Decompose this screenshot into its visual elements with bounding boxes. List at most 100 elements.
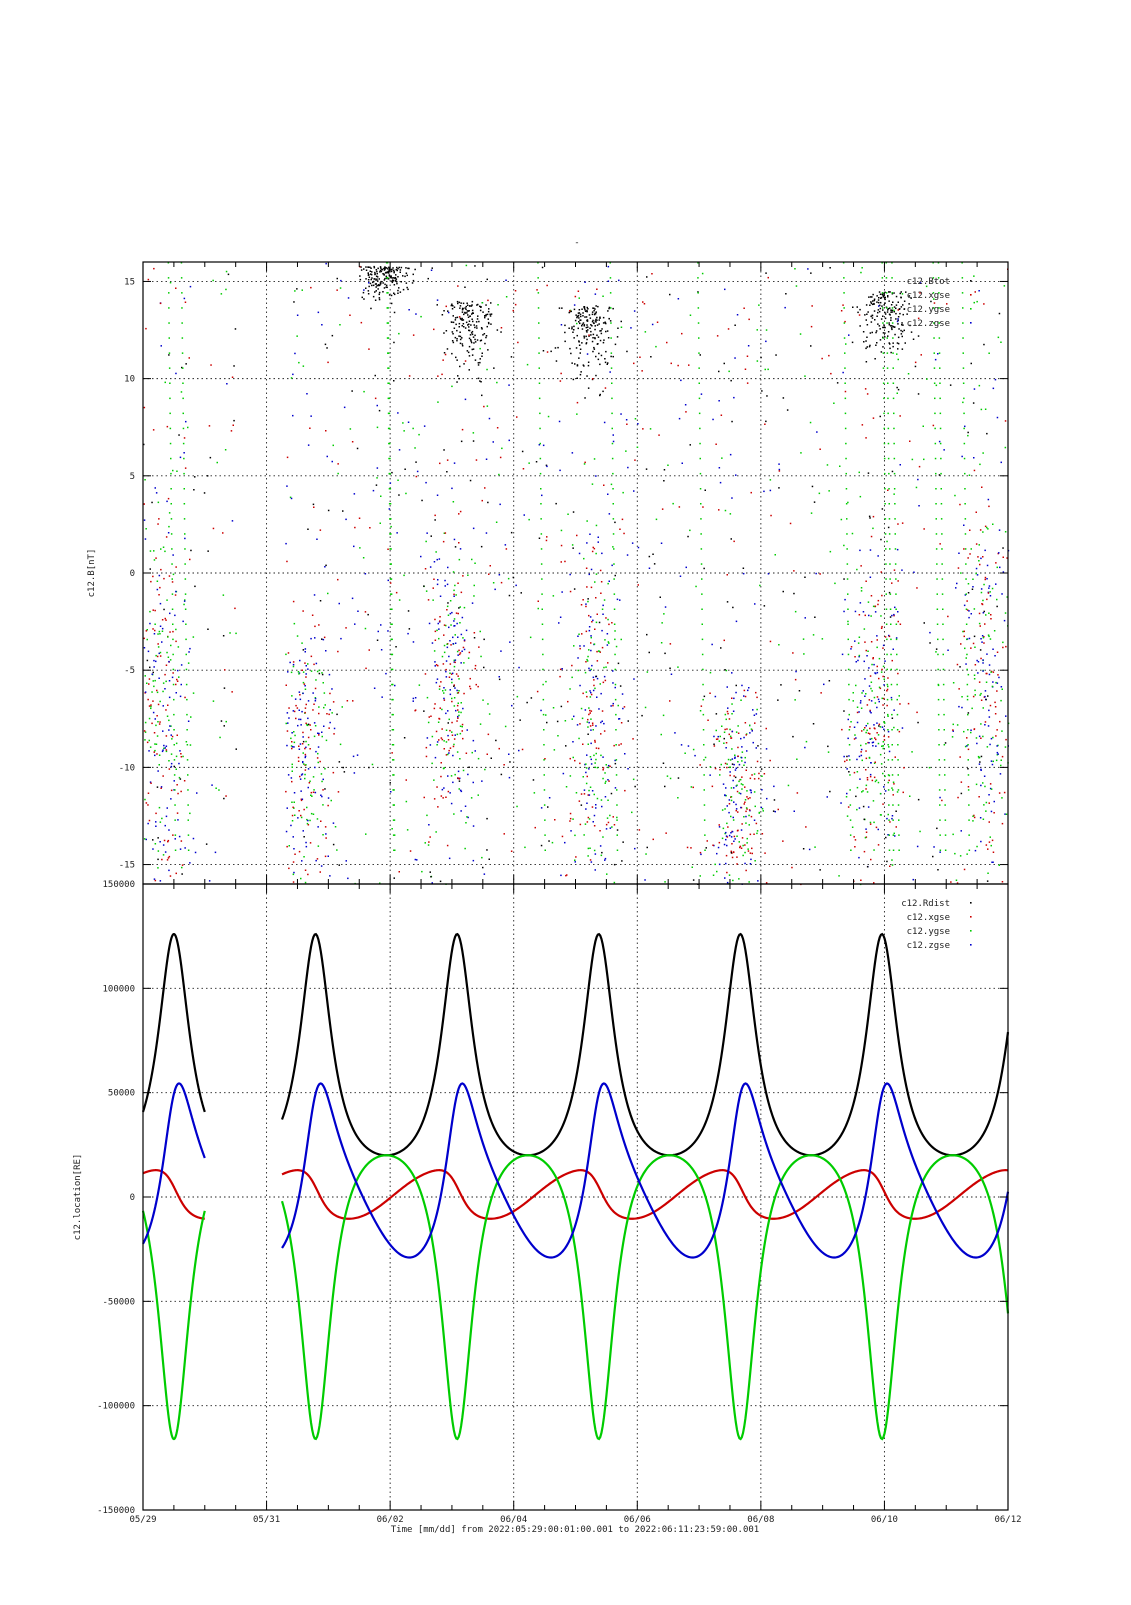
data-point xyxy=(393,380,395,382)
data-point xyxy=(847,806,850,808)
data-point xyxy=(893,614,895,617)
data-point xyxy=(162,844,165,846)
data-point xyxy=(743,736,745,739)
data-point xyxy=(646,633,648,636)
data-point xyxy=(849,819,852,821)
data-point xyxy=(840,802,842,804)
data-point xyxy=(981,486,983,488)
data-point xyxy=(511,704,513,707)
data-point xyxy=(871,741,874,744)
data-point xyxy=(590,649,592,652)
data-point xyxy=(880,351,883,353)
data-point xyxy=(714,767,717,770)
data-point xyxy=(888,591,891,594)
data-point xyxy=(731,843,733,845)
data-point xyxy=(587,308,589,310)
data-point xyxy=(944,804,946,806)
data-point xyxy=(313,703,315,705)
data-point xyxy=(183,472,185,475)
data-point xyxy=(439,616,441,618)
data-point xyxy=(613,744,615,747)
data-point xyxy=(613,623,616,625)
data-point xyxy=(451,303,453,305)
data-point xyxy=(819,573,821,575)
data-point xyxy=(599,316,601,318)
data-point xyxy=(937,684,940,687)
data-point xyxy=(186,759,189,761)
data-point xyxy=(306,822,309,825)
data-point xyxy=(755,822,758,825)
data-point xyxy=(744,722,747,724)
data-point xyxy=(749,852,752,854)
data-point xyxy=(746,808,748,810)
data-point xyxy=(181,352,184,354)
data-point xyxy=(909,324,911,327)
data-point xyxy=(182,442,185,445)
data-point xyxy=(896,683,898,686)
data-point xyxy=(586,721,589,723)
data-point xyxy=(936,827,938,830)
data-point xyxy=(182,412,184,415)
data-point xyxy=(544,834,546,836)
data-point xyxy=(575,856,577,858)
data-point xyxy=(821,357,823,360)
data-point xyxy=(865,340,867,342)
data-point xyxy=(889,865,891,867)
data-point xyxy=(700,705,703,707)
data-point xyxy=(734,776,737,779)
data-point xyxy=(917,721,919,724)
data-point xyxy=(293,622,296,625)
data-point xyxy=(483,666,485,669)
data-point xyxy=(861,730,863,732)
data-point xyxy=(387,382,389,384)
data-point xyxy=(539,472,542,475)
data-point xyxy=(725,854,728,857)
data-point xyxy=(534,826,536,829)
data-point xyxy=(614,630,616,632)
data-point xyxy=(996,416,999,419)
data-point xyxy=(370,278,372,281)
data-point xyxy=(996,605,998,608)
data-point xyxy=(446,459,449,461)
data-point xyxy=(967,712,970,714)
data-point xyxy=(601,646,604,649)
data-point xyxy=(329,875,331,877)
data-point xyxy=(294,698,297,700)
data-point xyxy=(443,699,446,701)
data-point xyxy=(607,280,610,282)
data-point xyxy=(426,696,429,699)
data-point xyxy=(581,633,583,635)
data-point xyxy=(298,850,301,853)
data-point xyxy=(289,661,291,664)
data-point xyxy=(731,758,734,760)
data-point xyxy=(144,721,147,724)
data-point xyxy=(461,343,464,345)
data-point xyxy=(888,313,891,315)
data-point xyxy=(963,457,966,460)
data-point xyxy=(935,651,937,653)
data-point xyxy=(967,583,970,585)
data-point xyxy=(891,859,893,861)
data-point xyxy=(1001,881,1004,883)
data-point xyxy=(608,623,610,626)
data-point xyxy=(916,587,918,589)
data-point xyxy=(603,339,605,341)
data-point xyxy=(877,781,880,784)
data-point xyxy=(641,714,643,717)
data-point xyxy=(168,525,170,528)
data-point xyxy=(604,782,606,784)
data-point xyxy=(218,789,220,791)
data-point xyxy=(888,750,891,753)
data-point xyxy=(589,696,592,698)
data-point xyxy=(581,323,584,326)
data-point xyxy=(180,277,183,279)
data-point xyxy=(173,698,175,701)
data-point xyxy=(890,319,892,321)
data-point xyxy=(496,381,498,384)
data-point xyxy=(887,296,889,298)
data-point xyxy=(169,281,172,284)
data-point xyxy=(469,305,471,307)
data-point xyxy=(583,789,586,791)
data-point xyxy=(879,307,882,310)
data-point xyxy=(691,866,693,868)
